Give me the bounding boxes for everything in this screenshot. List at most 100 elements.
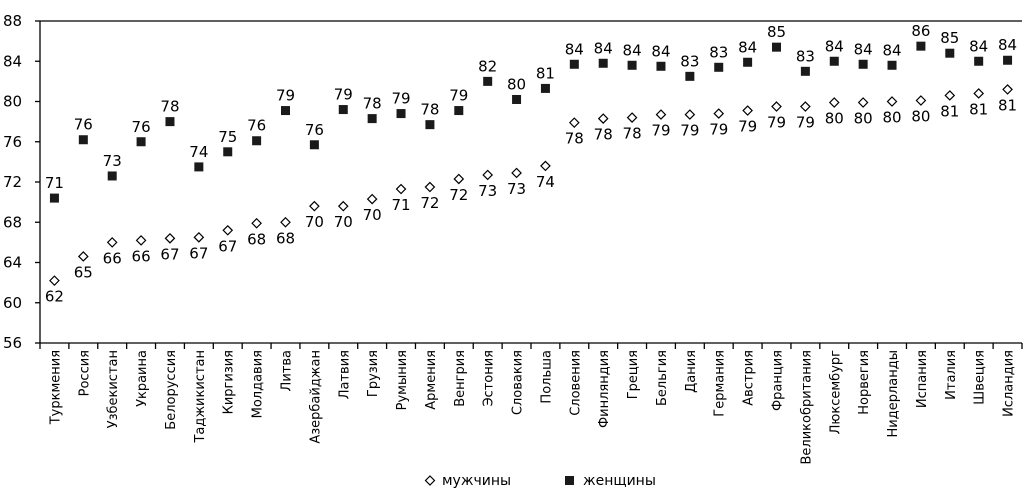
men-point	[1002, 84, 1013, 95]
men-value-label: 70	[334, 213, 353, 231]
men-value-label: 79	[738, 118, 757, 136]
women-point	[743, 57, 753, 67]
women-value-label: 75	[218, 128, 237, 146]
men-point	[366, 193, 378, 205]
women-point	[107, 171, 117, 181]
men-value-label: 81	[998, 96, 1017, 114]
x-tick-label: Венгрия	[453, 350, 468, 407]
men-value-label: 79	[651, 122, 670, 140]
men-value-label: 78	[623, 125, 642, 143]
men-point	[511, 167, 522, 179]
women-point	[945, 48, 955, 58]
men-point	[106, 237, 118, 248]
y-tick-label: 72	[3, 173, 22, 191]
x-tick-label: Узбекистан	[106, 350, 121, 428]
women-value-label: 79	[276, 87, 295, 105]
women-point	[540, 83, 550, 93]
men-value-label: 71	[391, 196, 410, 214]
men-point	[540, 160, 551, 172]
x-tick-label: Грузия	[366, 350, 381, 397]
legend: мужчины женщины	[424, 473, 656, 488]
women-point	[194, 162, 204, 172]
men-point	[771, 101, 782, 112]
women-value-label: 83	[709, 43, 728, 61]
women-point	[512, 94, 522, 104]
x-tick-label: Таджикистан	[193, 350, 208, 444]
men-point	[568, 117, 580, 128]
x-tick-label: Азербайджан	[308, 350, 323, 444]
men-point	[886, 96, 898, 107]
x-tick-label: Германия	[713, 350, 728, 417]
men-value-label: 81	[940, 102, 959, 120]
men-point	[626, 112, 638, 123]
y-tick-label: 88	[3, 12, 22, 30]
x-tick-label: Греция	[626, 350, 641, 399]
x-tick-label: Исландия	[1002, 350, 1017, 417]
women-value-label: 71	[45, 174, 64, 192]
legend-label-women: женщины	[583, 473, 656, 488]
men-point	[424, 181, 436, 193]
x-tick-label: Словакия	[511, 350, 526, 415]
x-tick-label: Бельгия	[655, 350, 670, 406]
x-tick-label: Украина	[135, 350, 150, 407]
women-point	[281, 106, 290, 116]
men-point	[49, 275, 60, 286]
men-point	[800, 101, 811, 112]
men-value-label: 81	[969, 100, 988, 118]
men-value-label: 79	[680, 122, 699, 140]
x-tick-label: Туркмения	[48, 350, 63, 425]
x-tick-label: Эстония	[482, 350, 497, 407]
men-value-label: 72	[420, 194, 439, 212]
x-tick-label: Австрия	[742, 350, 757, 406]
axes	[39, 20, 1022, 344]
x-tick-label: Латвия	[337, 350, 352, 399]
x-tick-label: Италия	[944, 350, 959, 400]
men-point	[309, 200, 320, 212]
men-point	[222, 224, 234, 236]
women-point	[49, 193, 59, 203]
men-value-label: 66	[103, 249, 122, 267]
men-point	[453, 173, 465, 185]
women-value-label: 84	[594, 39, 613, 57]
women-value-label: 78	[363, 95, 382, 113]
x-tick-label: Дания	[684, 350, 699, 393]
men-value-label: 73	[507, 180, 526, 198]
men-value-label: 70	[363, 206, 382, 224]
women-point	[800, 66, 810, 76]
women-value-label: 76	[74, 116, 93, 134]
x-tick-label: Швеция	[973, 350, 988, 405]
women-point	[858, 59, 868, 69]
x-tick-label: Словения	[568, 350, 583, 416]
men-point	[655, 109, 667, 120]
legend-marker-men	[424, 475, 436, 486]
y-tick-label: 76	[3, 133, 22, 151]
men-point	[193, 231, 205, 243]
y-tick-label: 56	[3, 334, 22, 352]
women-point	[829, 56, 839, 66]
x-tick-label: Румыния	[395, 350, 410, 410]
women-value-label: 79	[449, 87, 468, 105]
women-point	[1003, 55, 1013, 65]
women-point	[252, 136, 262, 146]
men-value-label: 80	[882, 109, 901, 127]
women-value-label: 79	[391, 90, 410, 108]
men-value-label: 67	[218, 237, 237, 255]
men-value-label: 67	[160, 245, 179, 263]
men-point	[915, 95, 927, 106]
men-value-label: 79	[767, 114, 786, 132]
men-point	[337, 200, 349, 212]
women-point	[367, 114, 377, 124]
women-value-label: 78	[160, 98, 179, 116]
data-points: 62 65 66 66 67 67 67 68 68 70 70 70 71 72 72 73 73 74 78 78…	[45, 22, 1017, 305]
women-value-label: 84	[998, 36, 1017, 54]
men-point	[164, 233, 176, 244]
men-value-label: 72	[449, 186, 468, 204]
women-value-label: 86	[911, 22, 930, 40]
x-tick-label: Россия	[77, 350, 92, 396]
women-point	[454, 106, 464, 116]
men-point	[77, 251, 89, 262]
women-point	[569, 59, 579, 69]
women-point	[165, 117, 175, 127]
women-value-label: 78	[420, 101, 439, 119]
